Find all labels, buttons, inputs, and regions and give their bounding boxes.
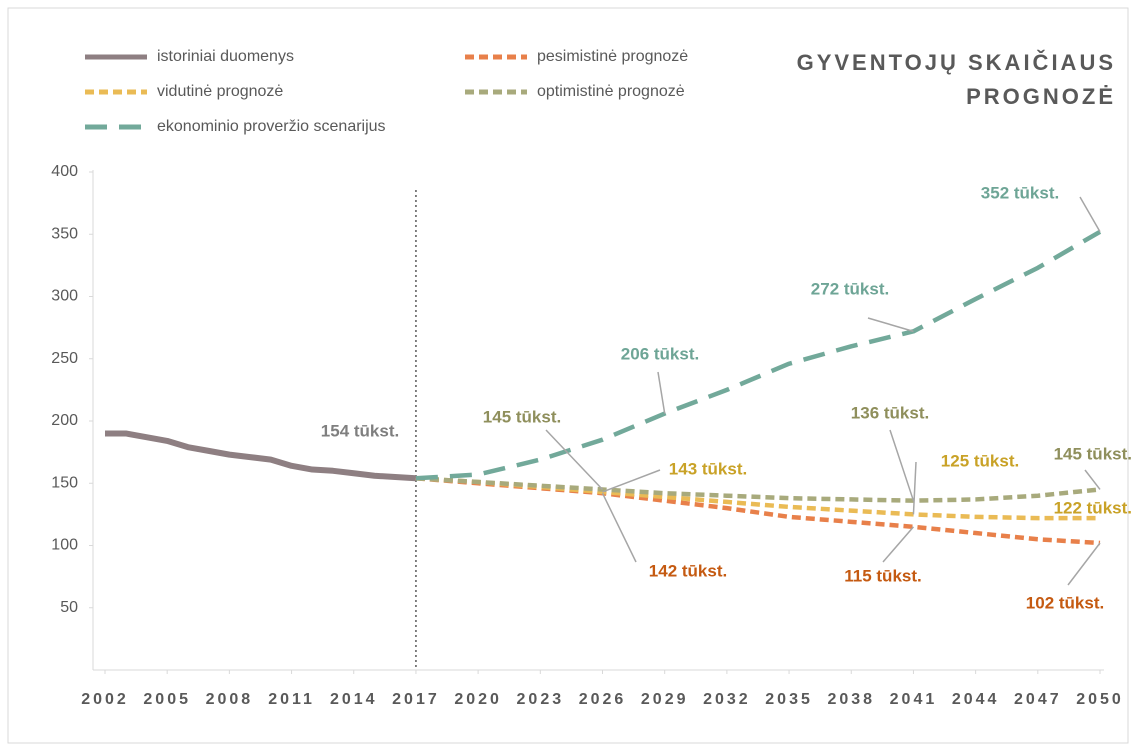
leader-line bbox=[657, 371, 666, 414]
data-label: 272 tūkst. bbox=[811, 279, 889, 298]
data-label: 206 tūkst. bbox=[621, 344, 699, 363]
legend-label: ekonominio proveržio scenarijus bbox=[157, 118, 386, 135]
data-label: 125 tūkst. bbox=[941, 451, 1019, 470]
leader-line bbox=[867, 317, 914, 333]
legend-label: istoriniai duomenys bbox=[157, 48, 294, 65]
y-tick-label: 150 bbox=[51, 474, 78, 491]
series-line bbox=[415, 476, 1101, 546]
x-tick-label: 2038 bbox=[827, 691, 875, 708]
x-tick-label: 2005 bbox=[143, 691, 191, 708]
x-tick-label: 2023 bbox=[517, 691, 565, 708]
leader-line bbox=[601, 492, 637, 563]
leader-line bbox=[1084, 469, 1101, 490]
x-tick-label: 2029 bbox=[641, 691, 689, 708]
leader-line bbox=[545, 429, 604, 490]
data-label: 115 tūkst. bbox=[844, 566, 922, 585]
y-tick-label: 300 bbox=[51, 288, 78, 305]
leader-line bbox=[882, 526, 915, 563]
x-tick-label: 2044 bbox=[952, 691, 1000, 708]
data-label: 145 tūkst. bbox=[483, 407, 561, 426]
leader-line bbox=[1079, 196, 1101, 233]
data-label: 102 tūkst. bbox=[1026, 593, 1104, 612]
leader-line bbox=[1067, 542, 1101, 586]
data-label: 136 tūkst. bbox=[851, 403, 929, 422]
data-label: 143 tūkst. bbox=[669, 459, 747, 478]
leader-line bbox=[912, 461, 917, 515]
y-tick-label: 200 bbox=[51, 412, 78, 429]
y-tick-label: 100 bbox=[51, 537, 78, 554]
x-tick-label: 2017 bbox=[392, 691, 440, 708]
x-tick-label: 2050 bbox=[1076, 691, 1124, 708]
series-line bbox=[415, 476, 1101, 503]
data-label: 154 tūkst. bbox=[321, 421, 399, 440]
x-tick-label: 2008 bbox=[206, 691, 254, 708]
leader-line bbox=[889, 429, 915, 501]
legend-label: pesimistinė prognozė bbox=[537, 48, 688, 65]
chart-title: GYVENTOJŲ SKAIČIAUS PROGNOZĖ bbox=[796, 50, 1116, 109]
data-label: 122 tūkst. bbox=[1054, 498, 1132, 517]
x-tick-label: 2020 bbox=[454, 691, 502, 708]
series-line bbox=[105, 430, 417, 482]
x-tick-label: 2026 bbox=[579, 691, 627, 708]
legend-label: optimistinė prognozė bbox=[537, 83, 685, 100]
y-tick-label: 400 bbox=[51, 163, 78, 180]
legend-label: vidutinė prognozė bbox=[157, 83, 283, 100]
x-tick-label: 2002 bbox=[81, 691, 129, 708]
x-tick-label: 2014 bbox=[330, 691, 378, 708]
data-label: 145 tūkst. bbox=[1054, 444, 1132, 463]
y-tick-label: 350 bbox=[51, 225, 78, 242]
x-tick-label: 2035 bbox=[765, 691, 813, 708]
data-label: 142 tūkst. bbox=[649, 561, 727, 580]
leader-line bbox=[602, 469, 661, 493]
y-tick-label: 50 bbox=[60, 599, 78, 616]
frame bbox=[7, 7, 1129, 744]
series-line bbox=[415, 229, 1102, 481]
y-tick-label: 250 bbox=[51, 350, 78, 367]
x-tick-label: 2041 bbox=[890, 691, 938, 708]
x-tick-label: 2047 bbox=[1014, 691, 1062, 708]
data-label: 352 tūkst. bbox=[981, 183, 1059, 202]
x-tick-label: 2011 bbox=[268, 691, 315, 708]
x-tick-label: 2032 bbox=[703, 691, 751, 708]
